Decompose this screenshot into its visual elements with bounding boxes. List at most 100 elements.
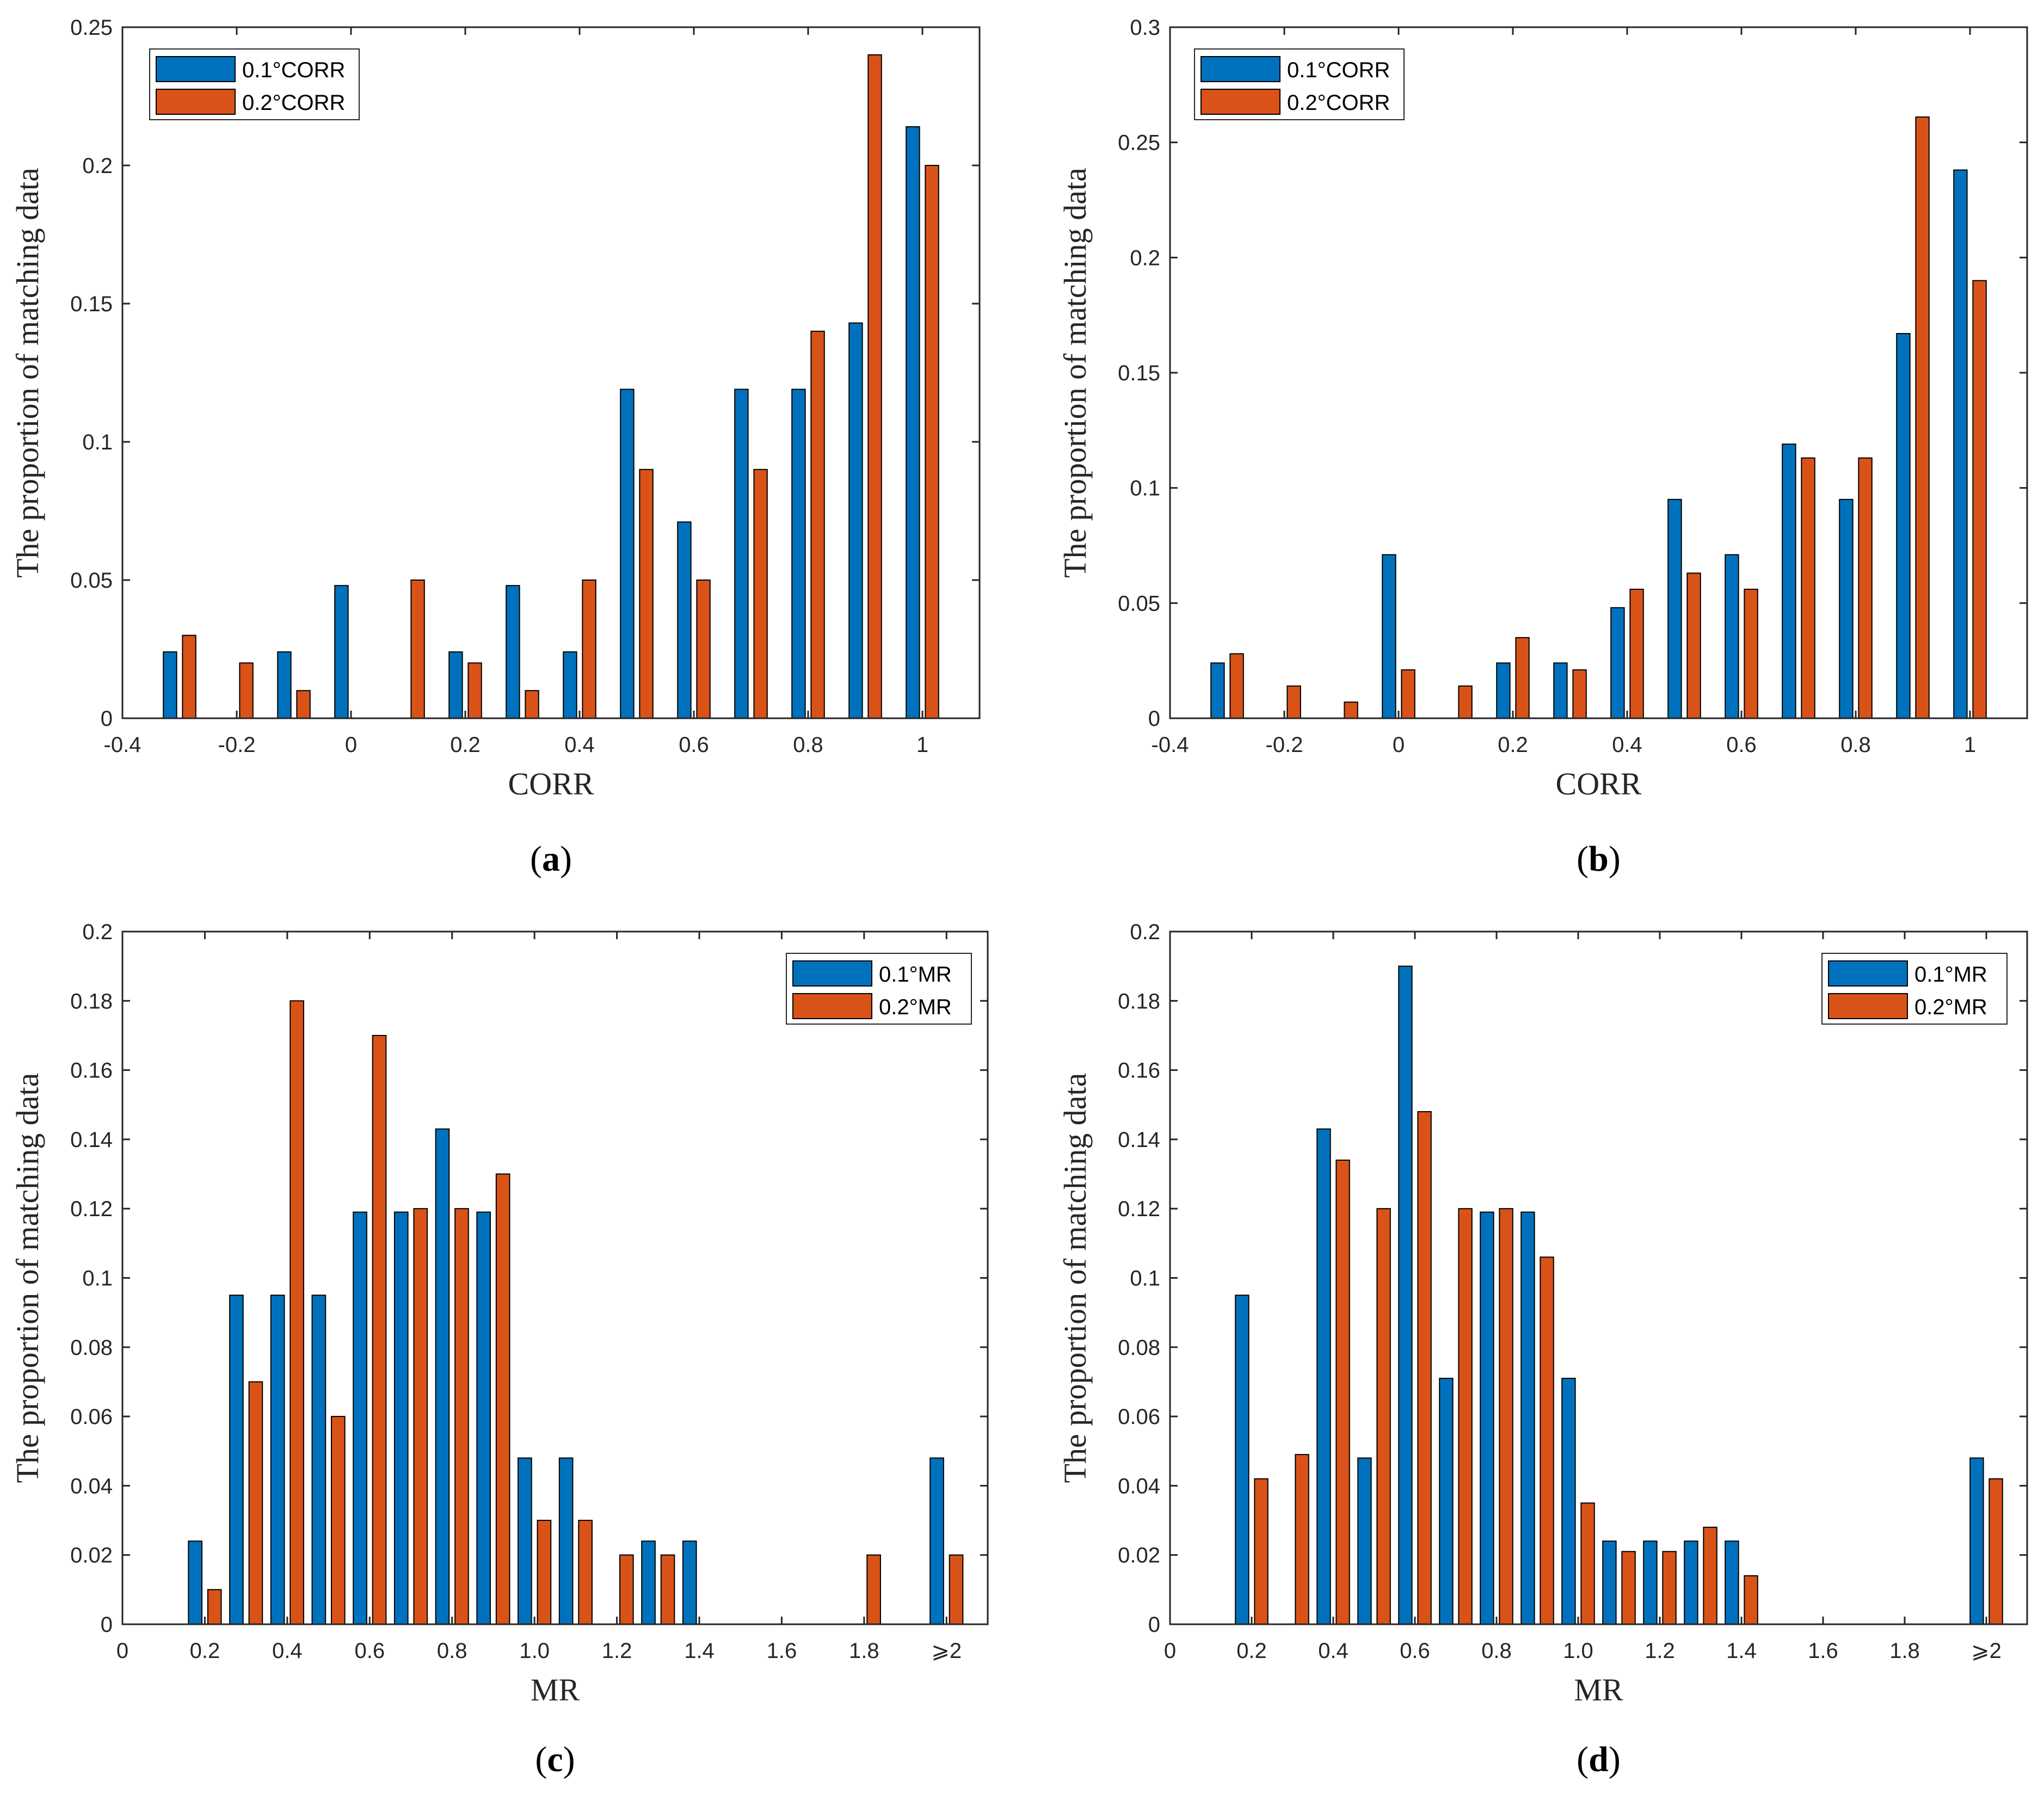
x-tick-label: 0.4	[564, 733, 595, 757]
plot-background	[1170, 932, 2027, 1624]
x-axis-label: CORR	[508, 766, 594, 802]
y-tick-label: 0.2	[1130, 246, 1160, 270]
bar-s2-9	[1621, 1551, 1636, 1625]
x-tick-label: 0	[1393, 733, 1405, 757]
bar-s1-0	[1235, 1295, 1249, 1625]
y-axis-label: The proportion of matching data	[10, 168, 45, 578]
bar-s2-10	[1801, 457, 1815, 719]
panel-c: 0 0.2 0.4 0.6 0.8 1.0 1.2 1.4 1.6 1.8 ⩾2 0 0.02 0.04 0…	[10, 920, 989, 1779]
y-axis-label: The proportion of matching data	[1057, 168, 1093, 578]
bar-s2-9	[578, 1520, 593, 1625]
bar-s2-6	[454, 1208, 469, 1625]
legend-swatch-1	[1828, 960, 1908, 987]
y-tick-label: 0.04	[1118, 1474, 1160, 1498]
legend: 0.1°CORR 0.2°CORR	[149, 48, 360, 120]
x-axis-label: CORR	[1556, 766, 1642, 802]
bar-s2-6	[1499, 1208, 1513, 1625]
caption-open-paren: (	[530, 839, 542, 879]
plot-background	[1170, 27, 2027, 718]
x-tick-label: 0.8	[1481, 1639, 1512, 1663]
legend-swatch-2	[1828, 993, 1908, 1019]
x-tick-label: 0.2	[190, 1639, 220, 1663]
legend: 0.1°MR 0.2°MR	[1821, 953, 2008, 1025]
y-tick-label: 0.14	[70, 1128, 113, 1152]
bar-s1-8	[620, 389, 635, 719]
bar-s2-0	[1229, 653, 1244, 719]
bar-s1-2	[277, 651, 292, 719]
bar-s2-11	[1858, 457, 1873, 719]
bar-s2-5	[1515, 637, 1530, 719]
bar-s1-7	[1520, 1211, 1535, 1625]
bar-s2-2	[1335, 1160, 1350, 1625]
x-tick-label: 1.0	[1563, 1639, 1593, 1663]
y-tick-label: 0.08	[1118, 1336, 1160, 1360]
x-tick-label: 0.8	[793, 733, 823, 757]
caption-close-paren: )	[1609, 839, 1621, 879]
panel-caption: (c)	[535, 1740, 575, 1779]
bar-s1-11	[1839, 498, 1854, 719]
y-tick-label: 0	[101, 707, 113, 731]
plot-background	[122, 27, 980, 718]
bar-s2-13	[925, 165, 939, 719]
bar-s1-18	[1969, 1457, 1984, 1625]
legend-swatch-1	[792, 960, 872, 987]
bar-s2-16	[866, 1554, 881, 1625]
x-tick-label: 0.4	[272, 1639, 303, 1663]
bar-s1-12	[1725, 1540, 1739, 1625]
legend: 0.1°CORR 0.2°CORR	[1194, 48, 1405, 120]
bar-s1-0	[188, 1540, 203, 1625]
y-tick-label: 0.25	[70, 16, 113, 40]
caption-close-paren: )	[563, 1740, 575, 1779]
legend-label-2: 0.2°MR	[1914, 995, 1987, 1019]
panel-caption: (d)	[1577, 1740, 1621, 1779]
x-tick-label: 0.4	[1612, 733, 1642, 757]
caption-letter: b	[1589, 839, 1609, 879]
y-tick-label: 0.15	[1118, 361, 1160, 385]
plot-background	[122, 932, 988, 1624]
y-axis-label: The proportion of matching data	[10, 1073, 45, 1483]
bar-s2-5	[1458, 1208, 1473, 1625]
bar-s1-12	[682, 1540, 697, 1625]
bar-s2-12	[1915, 116, 1930, 719]
bar-s1-0	[163, 651, 177, 719]
panel-caption: (b)	[1577, 839, 1621, 879]
y-tick-label: 0.1	[82, 1267, 113, 1291]
bar-s2-3	[330, 1416, 346, 1625]
bar-s2-6	[525, 690, 539, 719]
legend-swatch-2	[792, 993, 872, 1019]
x-tick-label: 1.2	[1645, 1639, 1675, 1663]
bar-s1-13	[1953, 169, 1968, 719]
bar-s1-5	[448, 651, 463, 719]
y-tick-label: 0.12	[70, 1197, 113, 1221]
y-tick-label: 0.05	[70, 569, 113, 593]
legend-label-2: 0.2°CORR	[242, 91, 345, 115]
bar-s1-18	[929, 1457, 944, 1625]
x-axis-label: MR	[1574, 1672, 1623, 1708]
y-axis-label: The proportion of matching data	[1057, 1073, 1093, 1483]
bar-s1-1	[229, 1295, 244, 1625]
caption-letter: a	[542, 839, 560, 879]
y-tick-label: 0.25	[1118, 131, 1160, 155]
x-tick-label: 0.6	[354, 1639, 385, 1663]
x-tick-label: -0.4	[1152, 733, 1189, 757]
bar-s2-18	[949, 1554, 964, 1625]
legend-label-1: 0.1°CORR	[1287, 58, 1390, 82]
bar-s1-9	[677, 521, 692, 719]
y-tick-label: 0.05	[1118, 591, 1160, 615]
y-tick-label: 0	[1148, 1613, 1160, 1637]
bar-s1-2	[1316, 1128, 1331, 1625]
y-tick-label: 0.18	[70, 989, 113, 1013]
y-tick-label: 0	[101, 1613, 113, 1637]
bar-s1-9	[558, 1457, 574, 1625]
x-tick-label: ⩾2	[1971, 1639, 2002, 1663]
legend-swatch-2	[156, 89, 236, 115]
bar-s1-9	[1725, 554, 1739, 719]
caption-close-paren: )	[560, 839, 572, 879]
y-tick-label: 0.06	[70, 1405, 113, 1429]
caption-letter: c	[547, 1740, 563, 1779]
bar-s2-8	[537, 1520, 552, 1625]
bar-s1-0	[1210, 662, 1225, 719]
legend: 0.1°MR 0.2°MR	[786, 953, 972, 1025]
bar-s2-13	[1972, 280, 1987, 719]
